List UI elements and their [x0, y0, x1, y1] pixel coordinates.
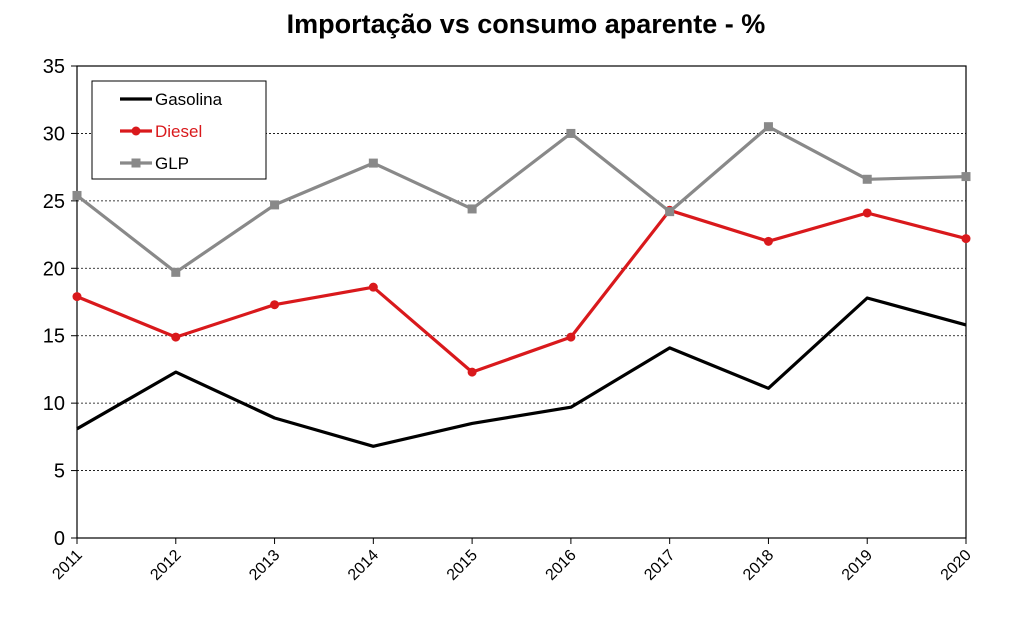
- legend-label-gasolina: Gasolina: [155, 90, 223, 109]
- x-tick-label: 2014: [345, 547, 382, 584]
- glp-point: [961, 172, 971, 182]
- glp-point: [763, 122, 773, 132]
- x-tick-label: 2012: [147, 547, 184, 584]
- diesel-point: [566, 332, 576, 342]
- legend-label-diesel: Diesel: [155, 122, 202, 141]
- x-tick-label: 2013: [246, 547, 283, 584]
- series-layer: [72, 122, 971, 448]
- legend-label-glp: GLP: [155, 154, 189, 173]
- glp-point: [171, 267, 181, 277]
- grid-lines: [77, 133, 966, 471]
- y-axis-ticks: 0 5 10 15 20 25 30 35: [43, 56, 77, 550]
- x-tick-label: 2011: [49, 547, 85, 583]
- plot-area: [76, 65, 967, 539]
- glp-point: [368, 158, 378, 168]
- x-tick-label: 2019: [839, 547, 876, 584]
- glp-point: [665, 207, 675, 217]
- y-tick-label: 30: [43, 123, 65, 145]
- series-glp: [72, 122, 971, 277]
- glp-point: [467, 204, 477, 214]
- legend-marker-glp: [131, 158, 141, 168]
- y-tick-label: 35: [43, 56, 65, 78]
- chart-title: Importação vs consumo aparente - %: [287, 9, 766, 39]
- y-tick-label: 10: [43, 393, 65, 415]
- x-tick-label: 2020: [938, 547, 975, 584]
- y-tick-label: 5: [54, 461, 65, 483]
- glp-point: [270, 200, 280, 210]
- legend-marker-diesel: [131, 126, 141, 136]
- x-tick-label: 2015: [444, 547, 481, 584]
- diesel-point: [368, 282, 378, 292]
- series-gasolina: [76, 296, 967, 448]
- x-tick-label: 2016: [543, 547, 580, 584]
- diesel-point: [171, 332, 181, 342]
- diesel-point: [961, 234, 971, 244]
- glp-line: [76, 125, 967, 274]
- glp-point: [862, 174, 872, 184]
- diesel-point: [467, 367, 477, 377]
- diesel-point: [270, 300, 280, 310]
- y-tick-label: 15: [43, 326, 65, 348]
- diesel-point: [763, 236, 773, 246]
- x-tick-label: 2017: [641, 547, 678, 584]
- diesel-line: [76, 208, 967, 374]
- legend: Gasolina Diesel GLP: [91, 80, 267, 180]
- glp-point: [72, 190, 82, 200]
- y-tick-label: 20: [43, 258, 65, 280]
- glp-point: [566, 128, 576, 138]
- x-tick-label: 2018: [740, 547, 777, 584]
- x-axis-ticks: 2011 2012 2013 2014 2015 2016 2017 2018 2019 2020: [49, 538, 975, 584]
- series-diesel: [72, 205, 971, 377]
- diesel-point: [72, 292, 82, 302]
- y-tick-label: 25: [43, 191, 65, 213]
- gasolina-line: [76, 296, 967, 448]
- diesel-point: [862, 208, 872, 218]
- y-tick-label: 0: [54, 528, 65, 550]
